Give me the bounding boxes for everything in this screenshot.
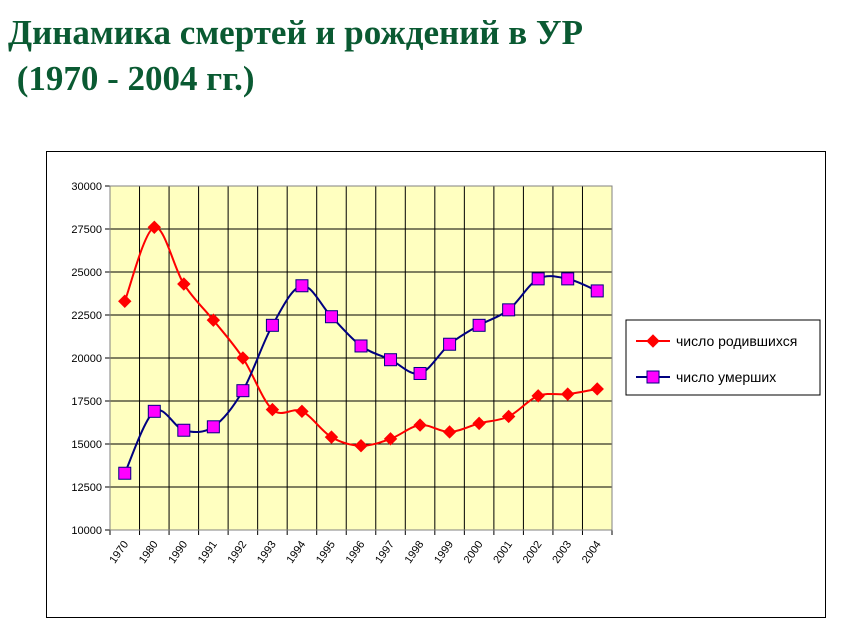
series-2-point — [177, 423, 191, 437]
series-1-point — [472, 416, 486, 431]
x-tick-label: 1993 — [255, 539, 279, 566]
page-title-line-1: Динамика смертей и рождений в УР — [8, 13, 583, 52]
series-1-point — [177, 277, 191, 291]
series-2-point — [413, 366, 427, 380]
series-2-point — [384, 353, 398, 367]
series-1-point — [413, 418, 427, 432]
legend-label-2: число умерших — [676, 369, 776, 385]
series-2-point — [531, 272, 545, 286]
page-title-line-2: (1970 - 2004 гг.) — [8, 59, 255, 98]
x-tick-label: 1998 — [403, 539, 427, 566]
series-2-point — [324, 310, 338, 324]
page-title: Динамика смертей и рождений в УР (1970 -… — [8, 10, 583, 102]
series-2-point — [502, 303, 516, 317]
series-2-point — [295, 279, 309, 293]
series-1-point — [236, 351, 250, 365]
legend-marker-2 — [646, 370, 660, 384]
x-tick-label: 2004 — [580, 539, 604, 566]
x-tick-label: 1991 — [196, 539, 220, 566]
y-tick-label: 12500 — [71, 482, 102, 494]
y-tick-label: 30000 — [71, 181, 102, 193]
x-tick-label: 1997 — [373, 539, 397, 566]
series-2-point — [354, 339, 368, 353]
legend-label-1: число родившихся — [676, 333, 797, 349]
series-1-point — [147, 220, 162, 234]
series-1-point — [501, 409, 516, 424]
plot-border — [109, 185, 613, 531]
y-tick-label: 25000 — [71, 267, 102, 279]
x-tick-label: 1980 — [137, 539, 161, 566]
x-tick-label: 1992 — [225, 539, 249, 566]
x-tick-label: 2001 — [491, 539, 515, 566]
series-2-point — [206, 420, 220, 434]
series-1-point — [118, 294, 132, 308]
y-tick-label: 15000 — [71, 439, 102, 451]
series-1-point — [383, 432, 398, 446]
legend-marker-1 — [646, 334, 660, 348]
y-tick-label: 27500 — [71, 224, 102, 236]
x-tick-label: 1994 — [285, 539, 309, 566]
y-tick-label: 17500 — [71, 396, 102, 408]
x-tick-label: 1996 — [344, 539, 368, 566]
series-2-point — [265, 318, 279, 332]
series-2-point — [561, 272, 575, 286]
series-1-point — [531, 389, 545, 403]
x-tick-label: 2002 — [521, 539, 545, 566]
series-2-point — [472, 318, 486, 332]
x-tick-label: 2003 — [550, 539, 574, 566]
series-2-point — [147, 404, 161, 418]
x-tick-label: 1999 — [432, 539, 456, 566]
x-tick-label: 1990 — [166, 539, 190, 566]
series-1-point — [206, 313, 221, 327]
series-1-point — [295, 404, 309, 419]
x-tick-label: 2000 — [462, 539, 486, 566]
series-2-point — [590, 284, 604, 298]
y-tick-label: 22500 — [71, 310, 102, 322]
x-tick-label: 1995 — [314, 539, 338, 566]
series-1-point — [560, 387, 575, 401]
y-tick-label: 10000 — [71, 525, 102, 537]
series-2-point — [236, 384, 250, 398]
series-2-point — [443, 337, 457, 351]
series-1-point — [354, 439, 368, 453]
x-tick-label: 1970 — [107, 539, 131, 566]
series-1-point — [442, 425, 457, 439]
series-1-point — [590, 382, 604, 396]
series-2-point — [118, 466, 132, 480]
series-1-point — [324, 430, 339, 444]
y-tick-label: 20000 — [71, 353, 102, 365]
series-1-point — [265, 402, 280, 417]
